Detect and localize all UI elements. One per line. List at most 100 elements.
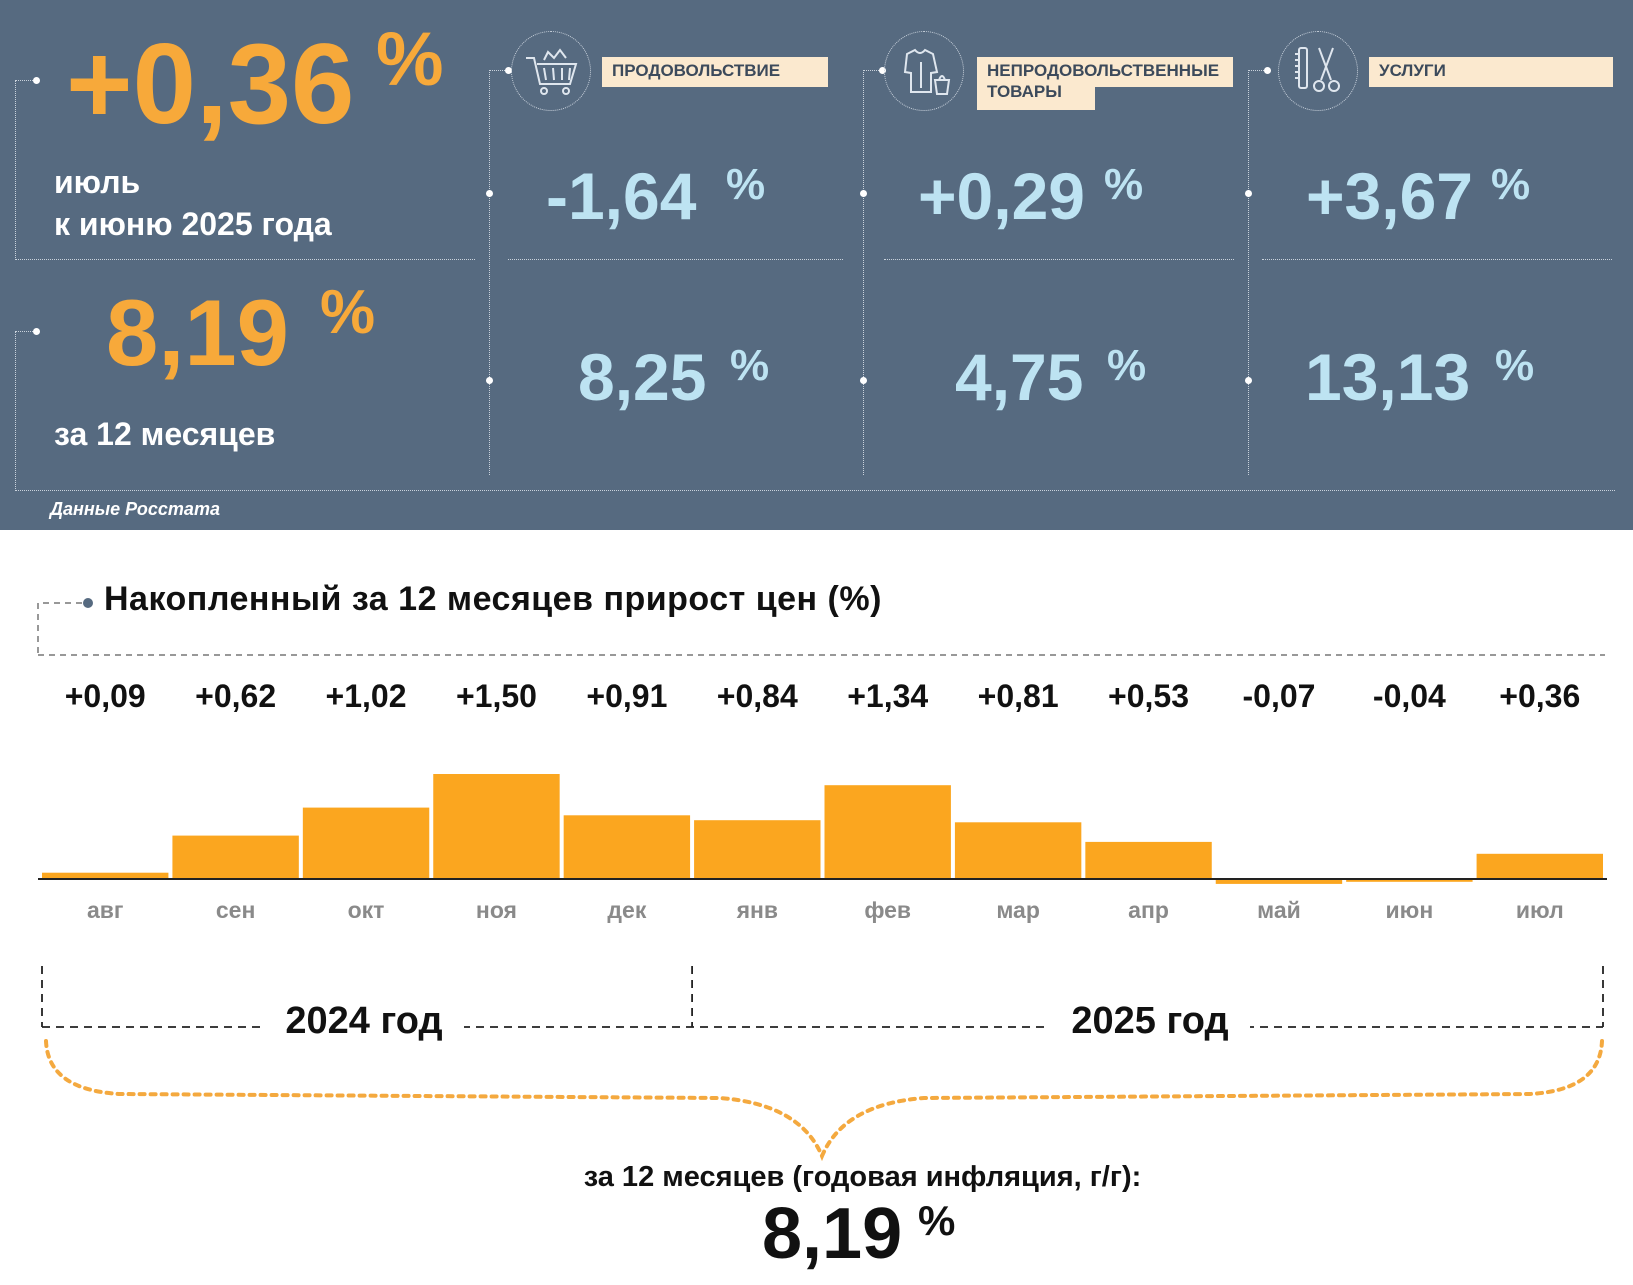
bullet-dot <box>33 328 40 335</box>
category-label: дек <box>607 897 646 923</box>
category-label: сен <box>216 897 255 923</box>
bullet-dot <box>860 190 867 197</box>
frame-line <box>37 602 82 653</box>
bullet-dot <box>1245 377 1252 384</box>
value-label: +0,91 <box>586 678 667 714</box>
category-label-text: УСЛУГИ <box>1379 61 1446 80</box>
frame-line <box>15 331 37 332</box>
bullet-dot <box>486 377 493 384</box>
category-label-services: УСЛУГИ <box>1369 57 1613 87</box>
bullet-dot <box>860 377 867 384</box>
category-label-food: ПРОДОВОЛЬСТВИЕ <box>602 57 828 87</box>
food-annual-value: 8,25 <box>578 340 707 414</box>
value-label: +1,50 <box>456 678 537 714</box>
bullet-dot <box>1245 190 1252 197</box>
bar <box>694 820 821 879</box>
value-label: +1,34 <box>847 678 928 714</box>
bar <box>42 872 169 879</box>
category-label: апр <box>1128 897 1169 923</box>
bullet-dot <box>486 190 493 197</box>
category-label: июл <box>1516 897 1564 923</box>
nonfood-monthly-value: +0,29 <box>918 159 1085 233</box>
bar <box>433 774 560 879</box>
scissors-comb-icon <box>1278 31 1358 111</box>
value-label: +0,09 <box>65 678 146 714</box>
frame-line <box>1248 70 1268 71</box>
bar <box>1476 853 1603 879</box>
frame-line <box>863 70 883 71</box>
category-label: авг <box>87 897 124 923</box>
bar <box>1346 879 1473 882</box>
category-label-nonfood-line2: ТОВАРЫ <box>977 82 1095 110</box>
nonfood-annual-pct: % <box>1107 341 1147 390</box>
value-label: +1,02 <box>326 678 407 714</box>
value-label: -0,04 <box>1373 678 1446 714</box>
category-label: мар <box>996 897 1040 923</box>
value-label: +0,36 <box>1499 678 1580 714</box>
category-label-nonfood: НЕПРОДОВОЛЬСТВЕННЫЕ <box>977 57 1233 87</box>
bar <box>302 807 430 879</box>
food-annual-pct: % <box>730 341 770 390</box>
food-monthly-value: -1,64 <box>546 159 697 233</box>
monthly-label-line1: июль <box>54 164 141 200</box>
bar <box>172 835 299 879</box>
bar <box>954 822 1082 879</box>
frame-line <box>1262 259 1612 260</box>
bar <box>824 785 951 879</box>
bullet-dot <box>1264 67 1271 74</box>
frame-line <box>489 70 509 71</box>
year-label-2025: 2025 год <box>1050 1000 1250 1043</box>
frame-line <box>15 259 475 260</box>
nonfood-monthly-pct: % <box>1104 160 1144 209</box>
food-monthly-pct: % <box>726 160 766 209</box>
frame-line <box>508 259 843 260</box>
source-note: Данные Росстата <box>50 499 220 519</box>
bar <box>1085 841 1212 879</box>
category-label: июн <box>1386 897 1434 923</box>
chart-title: Накопленный за 12 месяцев прирост цен (%… <box>104 580 882 618</box>
monthly-inflation-pct: % <box>376 17 444 102</box>
category-label-text: НЕПРОДОВОЛЬСТВЕННЫЕ <box>987 61 1220 80</box>
annual-inflation-pct: % <box>320 278 376 347</box>
value-label: +0,53 <box>1108 678 1189 714</box>
services-monthly-pct: % <box>1491 160 1531 209</box>
bullet-dot <box>83 598 93 608</box>
bar <box>1215 879 1343 884</box>
frame-line <box>15 490 1615 491</box>
summary-panel: +0,36 % июль к июню 2025 года 8,19 % за … <box>0 0 1633 530</box>
category-label: фев <box>864 897 911 923</box>
column-divider <box>1248 70 1249 475</box>
value-label: +0,62 <box>195 678 276 714</box>
annual-total-value: 8,19 <box>762 1194 903 1274</box>
year-label-2024: 2024 год <box>264 1000 464 1043</box>
frame-line <box>15 331 16 491</box>
bullet-dot <box>33 77 40 84</box>
bar <box>563 815 691 879</box>
frame-line <box>15 80 16 260</box>
frame-line <box>15 80 37 81</box>
annual-total-label: за 12 месяцев (годовая инфляция, г/г): <box>583 1161 1142 1193</box>
monthly-label-line2: к июню 2025 года <box>54 206 332 242</box>
category-label: окт <box>348 897 385 923</box>
services-monthly-value: +3,67 <box>1306 159 1473 233</box>
column-divider <box>489 70 490 475</box>
bullet-dot <box>879 67 886 74</box>
column-divider <box>863 70 864 475</box>
category-label: май <box>1257 897 1301 923</box>
services-annual-value: 13,13 <box>1305 340 1471 414</box>
bullet-dot <box>505 67 512 74</box>
services-annual-pct: % <box>1495 341 1535 390</box>
nonfood-annual-value: 4,75 <box>955 340 1084 414</box>
category-label-text: ТОВАРЫ <box>987 82 1062 101</box>
category-label: ноя <box>476 897 517 923</box>
category-label: янв <box>736 897 778 923</box>
monthly-inflation-value: +0,36 <box>66 21 355 148</box>
annual-label: за 12 месяцев <box>54 416 276 452</box>
value-label: +0,84 <box>717 678 798 714</box>
annual-total-pct: % <box>918 1197 956 1244</box>
curly-brace <box>44 1039 1604 1162</box>
clothing-icon <box>884 31 964 111</box>
value-label: -0,07 <box>1242 678 1315 714</box>
shopping-cart-icon <box>511 31 591 111</box>
